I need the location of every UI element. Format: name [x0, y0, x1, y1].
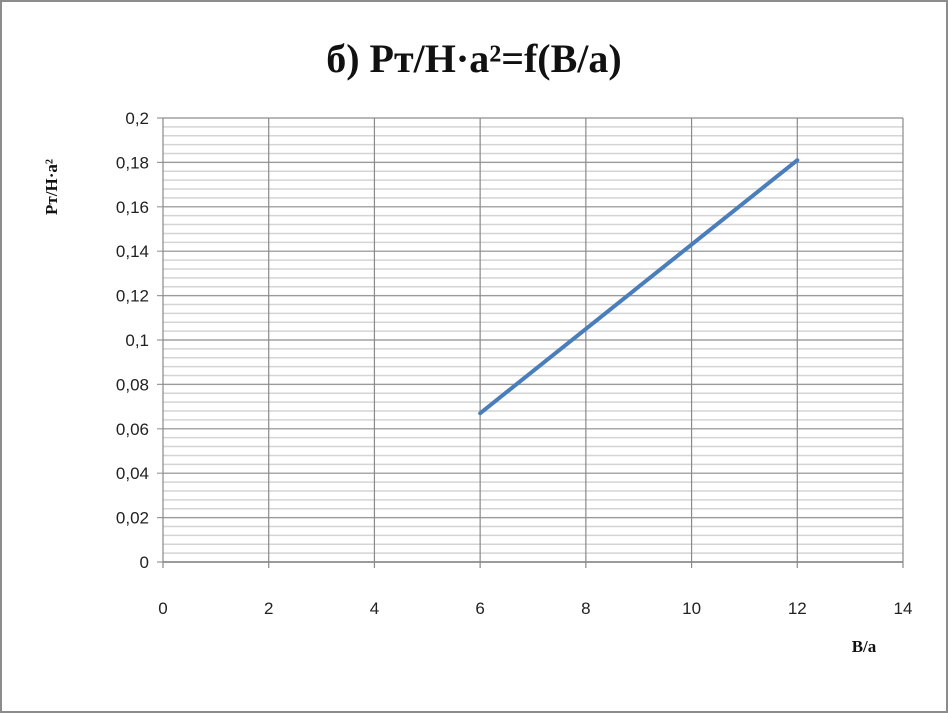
y-tick-label: 0,12 — [116, 287, 149, 306]
x-tick-label: 2 — [264, 599, 273, 618]
x-tick-label: 12 — [788, 599, 807, 618]
y-tick-label: 0,14 — [116, 242, 149, 261]
y-tick-label: 0,16 — [116, 198, 149, 217]
x-tick-label: 6 — [475, 599, 484, 618]
x-tick-label: 4 — [370, 599, 379, 618]
x-tick-label: 0 — [158, 599, 167, 618]
y-tick-label: 0,02 — [116, 509, 149, 528]
grid — [157, 117, 904, 568]
x-axis-label: B/a — [852, 637, 877, 656]
x-tick-label: 14 — [894, 599, 913, 618]
x-tick-label: 8 — [581, 599, 590, 618]
series-line — [478, 158, 800, 416]
y-tick-label: 0 — [140, 553, 149, 572]
y-tick-label: 0,2 — [125, 109, 149, 128]
y-tick-label: 0,18 — [116, 153, 149, 172]
chart-title: б) Рт/Н·a²=f(B/a) — [326, 36, 622, 81]
y-tick-label: 0,1 — [125, 331, 149, 350]
y-axis-label: Рт/Н·a² — [42, 159, 61, 215]
x-tick-label: 10 — [682, 599, 701, 618]
tick-labels: 0 0,02 0,04 0,06 0,08 0,1 0,12 0,14 0,16 0,18 0,2 0… — [116, 109, 913, 618]
y-tick-label: 0,04 — [116, 464, 149, 483]
series — [478, 158, 800, 416]
y-tick-label: 0,08 — [116, 375, 149, 394]
y-tick-label: 0,06 — [116, 420, 149, 439]
